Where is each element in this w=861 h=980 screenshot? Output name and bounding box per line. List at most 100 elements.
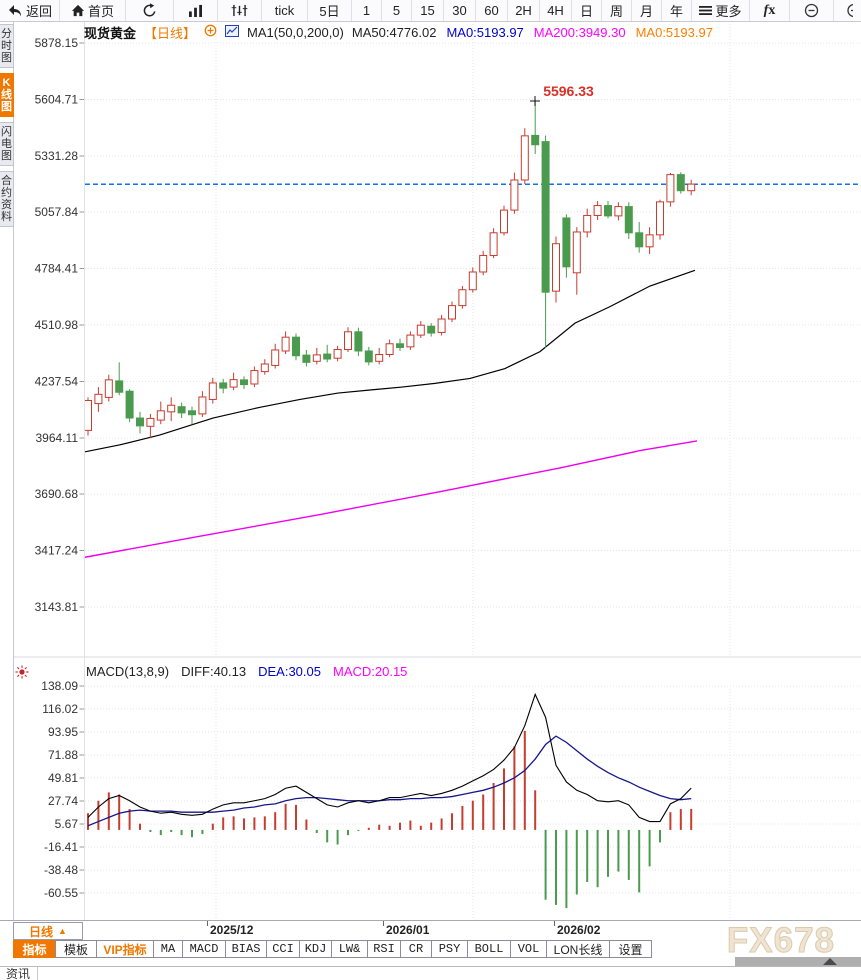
high-annotation: 5596.33 [530, 83, 594, 107]
watermark: FX678 [726, 921, 835, 961]
refresh-button[interactable] [126, 0, 174, 21]
candlestick-series [85, 101, 696, 439]
candlestick-view-button[interactable] [218, 0, 262, 21]
tab-kline-chart[interactable]: K线图 [0, 73, 14, 117]
tab-rsi[interactable]: RSI [367, 940, 401, 958]
ma200-line [84, 440, 698, 558]
tab-vol[interactable]: VOL [510, 940, 547, 958]
interval-month-button[interactable]: 月 [632, 0, 662, 21]
svg-text:138.09: 138.09 [41, 679, 78, 693]
interval-4h-button[interactable]: 4H [540, 0, 572, 21]
scroll-up-arrow-icon[interactable] [823, 958, 837, 965]
macd-diff-value: DIFF:40.13 [181, 663, 247, 679]
tab-lightning-chart[interactable]: 闪电图 [0, 122, 14, 166]
macd-macd-value: MACD:20.15 [332, 663, 408, 679]
interval-tick-button[interactable]: tick [262, 0, 308, 21]
svg-text:27.74: 27.74 [48, 794, 78, 808]
ma50-line [84, 269, 696, 453]
bar-chart-icon [187, 4, 204, 17]
tab-contract-info[interactable]: 合约资料 [0, 171, 14, 227]
svg-text:4510.98: 4510.98 [35, 318, 79, 332]
chevron-up-icon: ▲ [58, 926, 67, 936]
horizontal-scrollbar[interactable] [735, 957, 861, 966]
tab-template[interactable]: 模板 [55, 940, 97, 958]
tab-psy[interactable]: PSY [431, 940, 468, 958]
bottom-panel: FX678 日线 ▲ 2025/12 2026/01 2026/02 指标 模板 VIP… [0, 920, 861, 966]
svg-text:5604.71: 5604.71 [35, 92, 79, 106]
x-axis-tick [207, 921, 208, 926]
interval-60-button[interactable]: 60 [476, 0, 508, 21]
interval-30-button-label: 30 [452, 3, 467, 18]
more-button[interactable]: 更多 [692, 0, 750, 21]
macd-dea-value: DEA:30.05 [258, 663, 321, 679]
chart-type-sidebar: 分时图 K线图闪电图合约资料 [0, 22, 14, 920]
svg-text:3417.24: 3417.24 [35, 544, 79, 558]
interval-month-button-label: 月 [639, 4, 653, 19]
refresh-icon [142, 3, 157, 18]
interval-2h-button-label: 2H [515, 3, 532, 18]
home-button-label: 首页 [87, 4, 114, 19]
interval-15-button[interactable]: 15 [412, 0, 444, 21]
interval-day-button[interactable]: 日 [572, 0, 602, 21]
svg-text:5331.28: 5331.28 [35, 149, 79, 163]
price-axis: 5878.15 5604.71 5331.28 5057.84 4784.41 4510.… [35, 36, 85, 614]
tab-bias[interactable]: BIAS [225, 940, 267, 958]
period-selector[interactable]: 日线 ▲ [13, 922, 83, 940]
period-selector-label: 日线 [29, 924, 54, 939]
tab-lon-longline[interactable]: LON长线 [546, 940, 610, 958]
top-toolbar: 返回 首页 tick 5日 1 5 15 30 60 2H 4H 日周月年更多 fx [0, 0, 861, 22]
home-icon [71, 4, 85, 17]
tab-boll[interactable]: BOLL [467, 940, 511, 958]
macd-legend: MACD(13,8,9) DIFF:40.13 DEA:30.05 MACD:2… [86, 663, 407, 679]
tab-settings[interactable]: 设置 [609, 940, 652, 958]
zoom-in-button[interactable] [834, 0, 861, 21]
diff-line [87, 692, 692, 823]
svg-text:3690.68: 3690.68 [35, 487, 79, 501]
tab-indicator[interactable]: 指标 [13, 940, 56, 958]
symbol-name: 现货黄金 [84, 25, 137, 41]
interval-60-button-label: 60 [484, 3, 499, 18]
tab-cr[interactable]: CR [400, 940, 432, 958]
svg-text:93.95: 93.95 [48, 725, 78, 739]
interval-day-button-label: 日 [579, 4, 593, 19]
tab-vip-indicator[interactable]: VIP指标 [96, 940, 154, 958]
news-tab[interactable]: 资讯 [0, 967, 38, 980]
svg-text:5.67: 5.67 [55, 817, 79, 831]
zoom-in-clipped-icon [843, 2, 853, 19]
ma-legend-item-3: MA0:5193.97 [635, 24, 713, 40]
svg-text:5878.15: 5878.15 [35, 36, 79, 50]
formula-button[interactable]: fx [750, 0, 790, 21]
zoom-out-button[interactable] [790, 0, 834, 21]
add-indicator-icon[interactable] [204, 24, 217, 40]
tab-lwr[interactable]: LW& [331, 940, 368, 958]
interval-1-button[interactable]: 1 [352, 0, 382, 21]
line-chart-icon[interactable] [225, 24, 240, 40]
interval-2h-button[interactable]: 2H [508, 0, 540, 21]
home-button[interactable]: 首页 [60, 0, 126, 21]
interval-year-button[interactable]: 年 [662, 0, 692, 21]
tab-kdj[interactable]: KDJ [299, 940, 332, 958]
tab-macd[interactable]: MACD [182, 940, 226, 958]
fx-icon: fx [763, 2, 776, 18]
bar-chart-view-button[interactable] [174, 0, 218, 21]
status-bar: 资讯 [0, 966, 861, 980]
dea-line [87, 735, 692, 827]
macd-formula-label: MACD(13,8,9) [86, 663, 170, 679]
svg-text:49.81: 49.81 [48, 771, 78, 785]
interval-30-button[interactable]: 30 [444, 0, 476, 21]
svg-text:-60.55: -60.55 [44, 886, 78, 900]
candlestick-icon [231, 4, 248, 17]
interval-5day-button[interactable]: 5日 [308, 0, 352, 21]
back-button[interactable]: 返回 [0, 0, 60, 21]
svg-text:3964.11: 3964.11 [36, 431, 79, 445]
interval-year-button-label: 年 [669, 4, 683, 19]
tab-ma[interactable]: MA [153, 940, 183, 958]
tab-time-chart[interactable]: 分时图 [0, 24, 14, 68]
tab-cci[interactable]: CCI [266, 940, 300, 958]
interval-week-button[interactable]: 周 [602, 0, 632, 21]
ma-legend-item-1: MA0:5193.97 [446, 24, 524, 40]
panel-separators [14, 22, 861, 920]
interval-5-button[interactable]: 5 [382, 0, 412, 21]
svg-text:5596.33: 5596.33 [543, 83, 594, 99]
